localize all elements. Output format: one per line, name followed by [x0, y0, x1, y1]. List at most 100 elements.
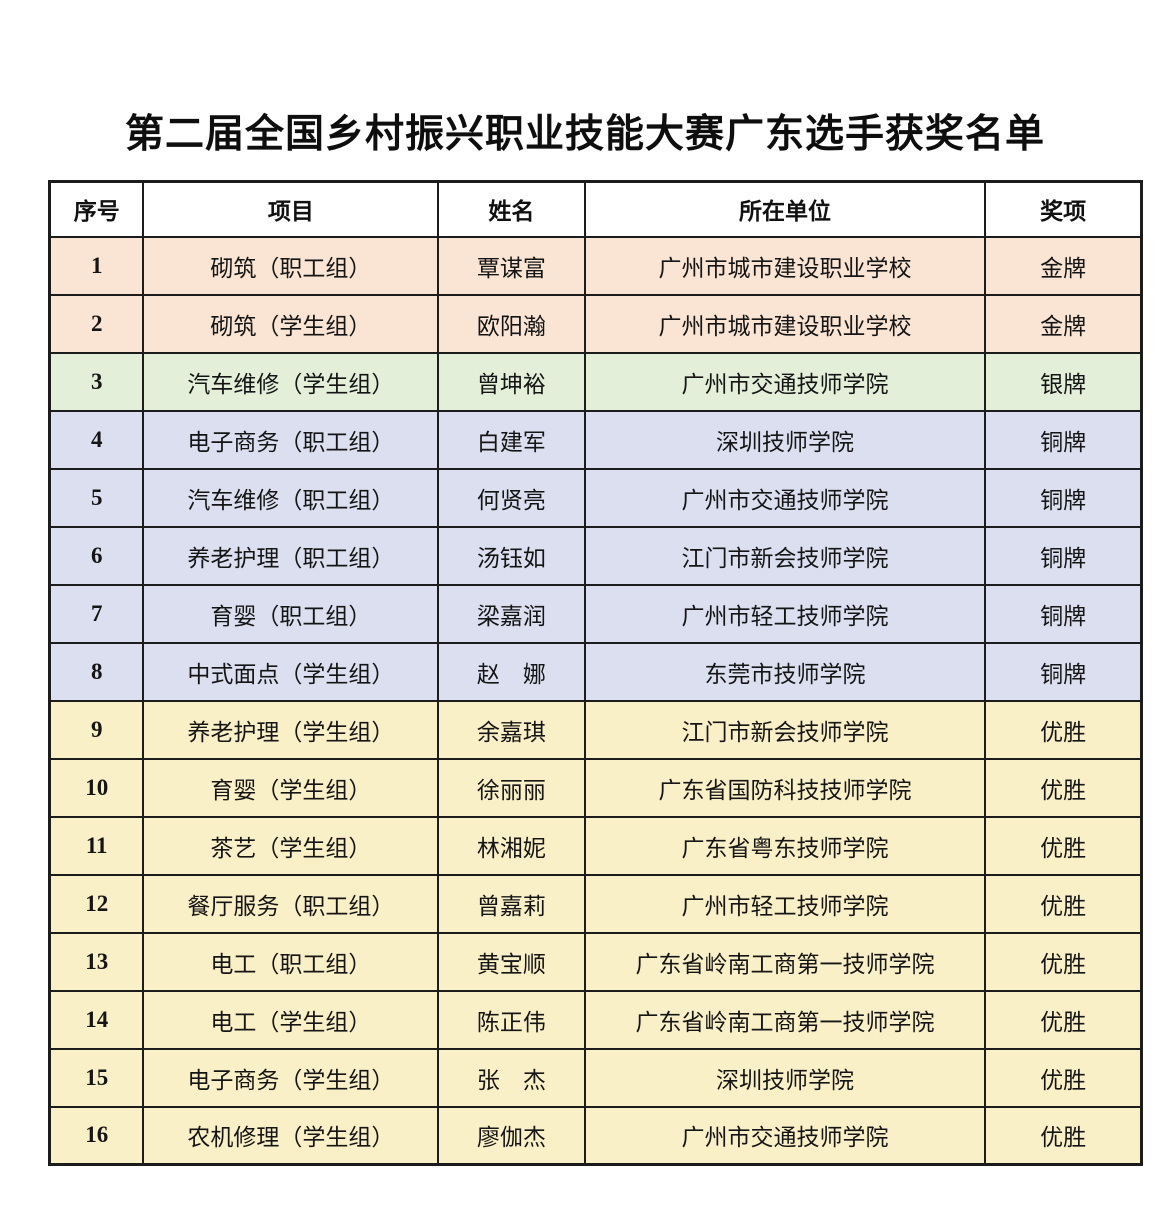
table-row: 12 餐厅服务（职工组） 曾嘉莉 广州市轻工技师学院 优胜 — [48, 873, 1143, 934]
header-row: 序号 项目 姓名 所在单位 奖项 — [48, 180, 1143, 238]
cell-project: 砌筑（学生组） — [142, 293, 440, 354]
cell-award: 银牌 — [984, 351, 1143, 412]
cell-award: 优胜 — [984, 989, 1143, 1050]
table-body: 1 砌筑（职工组） 覃谋富 广州市城市建设职业学校 金牌 2 砌筑（学生组） 欧阳瀚 广州市城市… — [48, 235, 1143, 1166]
cell-project: 养老护理（学生组） — [142, 699, 440, 760]
cell-no: 3 — [48, 351, 145, 412]
cell-no: 8 — [48, 641, 145, 702]
table-row: 3 汽车维修（学生组） 曾坤裕 广州市交通技师学院 银牌 — [48, 351, 1143, 412]
table-row: 6 养老护理（职工组） 汤钰如 江门市新会技师学院 铜牌 — [48, 525, 1143, 586]
cell-project: 电子商务（学生组） — [142, 1047, 440, 1108]
cell-project: 育婴（学生组） — [142, 757, 440, 818]
cell-name: 黄宝顺 — [437, 931, 586, 992]
cell-org: 江门市新会技师学院 — [583, 699, 987, 760]
cell-no: 14 — [48, 989, 145, 1050]
header-cell-org: 所在单位 — [583, 180, 987, 238]
header-cell-no: 序号 — [48, 180, 145, 238]
table-header: 序号 项目 姓名 所在单位 奖项 — [48, 180, 1143, 238]
cell-name: 曾嘉莉 — [437, 873, 586, 934]
cell-project: 电子商务（职工组） — [142, 409, 440, 470]
cell-org: 深圳技师学院 — [583, 409, 987, 470]
cell-project: 餐厅服务（职工组） — [142, 873, 440, 934]
cell-org: 江门市新会技师学院 — [583, 525, 987, 586]
cell-org: 广州市轻工技师学院 — [583, 583, 987, 644]
cell-project: 中式面点（学生组） — [142, 641, 440, 702]
table-row: 10 育婴（学生组） 徐丽丽 广东省国防科技技师学院 优胜 — [48, 757, 1143, 818]
cell-name: 覃谋富 — [437, 235, 586, 296]
cell-org: 广州市交通技师学院 — [583, 467, 987, 528]
cell-award: 优胜 — [984, 931, 1143, 992]
cell-project: 汽车维修（学生组） — [142, 351, 440, 412]
cell-name: 白建军 — [437, 409, 586, 470]
table-row: 7 育婴（职工组） 梁嘉润 广州市轻工技师学院 铜牌 — [48, 583, 1143, 644]
cell-no: 1 — [48, 235, 145, 296]
cell-no: 12 — [48, 873, 145, 934]
cell-award: 铜牌 — [984, 641, 1143, 702]
cell-project: 汽车维修（职工组） — [142, 467, 440, 528]
cell-award: 优胜 — [984, 757, 1143, 818]
cell-org: 广东省岭南工商第一技师学院 — [583, 989, 987, 1050]
cell-no: 4 — [48, 409, 145, 470]
cell-award: 优胜 — [984, 699, 1143, 760]
cell-org: 广东省国防科技技师学院 — [583, 757, 987, 818]
cell-project: 茶艺（学生组） — [142, 815, 440, 876]
cell-name: 梁嘉润 — [437, 583, 586, 644]
table-row: 14 电工（学生组） 陈正伟 广东省岭南工商第一技师学院 优胜 — [48, 989, 1143, 1050]
cell-name: 廖伽杰 — [437, 1105, 586, 1166]
table-row: 15 电子商务（学生组）张 杰深圳技师学院 优胜 — [48, 1047, 1143, 1108]
cell-org: 广东省岭南工商第一技师学院 — [583, 931, 987, 992]
cell-award: 铜牌 — [984, 583, 1143, 644]
cell-no: 11 — [48, 815, 145, 876]
cell-org: 广州市交通技师学院 — [583, 1105, 987, 1166]
cell-award: 优胜 — [984, 1105, 1143, 1166]
cell-name: 余嘉琪 — [437, 699, 586, 760]
cell-no: 6 — [48, 525, 145, 586]
cell-project: 电工（职工组） — [142, 931, 440, 992]
cell-org: 广州市城市建设职业学校 — [583, 235, 987, 296]
table-row: 16 农机修理（学生组） 廖伽杰 广州市交通技师学院 优胜 — [48, 1105, 1143, 1166]
cell-name: 何贤亮 — [437, 467, 586, 528]
cell-name: 曾坤裕 — [437, 351, 586, 412]
table-row: 8 中式面点（学生组）赵 娜东莞市技师学院 铜牌 — [48, 641, 1143, 702]
cell-no: 10 — [48, 757, 145, 818]
awards-table: 序号 项目 姓名 所在单位 奖项 1 砌筑（职工组） 覃谋富 广州市城市建设职业学校金… — [48, 180, 1143, 1166]
cell-project: 电工（学生组） — [142, 989, 440, 1050]
cell-name: 欧阳瀚 — [437, 293, 586, 354]
cell-org: 东莞市技师学院 — [583, 641, 987, 702]
table-row: 13 电工（职工组） 黄宝顺 广东省岭南工商第一技师学院 优胜 — [48, 931, 1143, 992]
table-row: 5 汽车维修（职工组） 何贤亮 广州市交通技师学院 铜牌 — [48, 467, 1143, 528]
cell-name: 陈正伟 — [437, 989, 586, 1050]
cell-org: 广州市城市建设职业学校 — [583, 293, 987, 354]
cell-project: 养老护理（职工组） — [142, 525, 440, 586]
cell-org: 广州市轻工技师学院 — [583, 873, 987, 934]
cell-no: 5 — [48, 467, 145, 528]
cell-no: 7 — [48, 583, 145, 644]
cell-award: 金牌 — [984, 235, 1143, 296]
cell-no: 2 — [48, 293, 145, 354]
cell-award: 铜牌 — [984, 467, 1143, 528]
page-title: 第二届全国乡村振兴职业技能大赛广东选手获奖名单 — [124, 113, 1045, 156]
awards-table-container: 序号 项目 姓名 所在单位 奖项 1 砌筑（职工组） 覃谋富 广州市城市建设职业学校金… — [48, 180, 1143, 1166]
table-row: 1 砌筑（职工组） 覃谋富 广州市城市建设职业学校 金牌 — [48, 235, 1143, 296]
header-cell-award: 奖项 — [984, 180, 1143, 238]
table-row: 9 养老护理（学生组） 余嘉琪 江门市新会技师学院 优胜 — [48, 699, 1143, 760]
table-row: 2 砌筑（学生组） 欧阳瀚 广州市城市建设职业学校 金牌 — [48, 293, 1143, 354]
cell-project: 砌筑（职工组） — [142, 235, 440, 296]
cell-no: 9 — [48, 699, 145, 760]
cell-award: 金牌 — [984, 293, 1143, 354]
cell-org: 广东省粤东技师学院 — [583, 815, 987, 876]
cell-name: 赵 娜 — [437, 641, 586, 702]
cell-no: 16 — [48, 1105, 145, 1166]
header-cell-name: 姓名 — [437, 180, 586, 238]
table-row: 11 茶艺（学生组） 林湘妮 广东省粤东技师学院 优胜 — [48, 815, 1143, 876]
cell-award: 优胜 — [984, 815, 1143, 876]
cell-name: 徐丽丽 — [437, 757, 586, 818]
cell-award: 优胜 — [984, 873, 1143, 934]
header-cell-project: 项目 — [142, 180, 440, 238]
cell-no: 15 — [48, 1047, 145, 1108]
cell-award: 铜牌 — [984, 525, 1143, 586]
cell-award: 优胜 — [984, 1047, 1143, 1108]
cell-no: 13 — [48, 931, 145, 992]
cell-project: 农机修理（学生组） — [142, 1105, 440, 1166]
